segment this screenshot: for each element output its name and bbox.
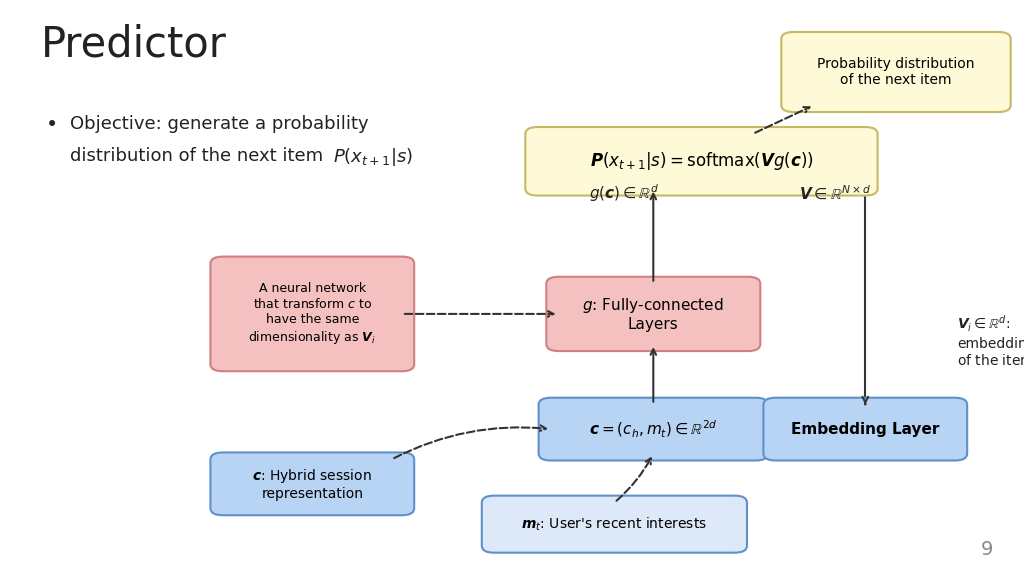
Text: A neural network
that transform $c$ to
have the same
dimensionality as $\boldsym: A neural network that transform $c$ to h… xyxy=(249,282,376,346)
FancyBboxPatch shape xyxy=(539,398,768,461)
Text: $g(\boldsymbol{c}) \in \mathbb{R}^d$: $g(\boldsymbol{c}) \in \mathbb{R}^d$ xyxy=(589,182,658,204)
Text: $\boldsymbol{V}_i \in \mathbb{R}^d$:: $\boldsymbol{V}_i \in \mathbb{R}^d$: xyxy=(957,314,1011,334)
Text: Predictor: Predictor xyxy=(41,23,227,65)
Text: Probability distribution
of the next item: Probability distribution of the next ite… xyxy=(817,57,975,87)
Text: Embedding Layer: Embedding Layer xyxy=(792,422,939,437)
FancyBboxPatch shape xyxy=(211,453,414,515)
Text: Objective: generate a probability: Objective: generate a probability xyxy=(70,115,369,133)
Text: •: • xyxy=(46,115,58,135)
Text: distribution of the next item: distribution of the next item xyxy=(70,147,329,165)
FancyBboxPatch shape xyxy=(211,257,414,371)
Text: $\boldsymbol{m}_t$: User's recent interests: $\boldsymbol{m}_t$: User's recent intere… xyxy=(521,516,708,533)
Text: $\boldsymbol{P}(x_{t+1}|s) = \mathrm{softmax}(\boldsymbol{V}g(\boldsymbol{c}))$: $\boldsymbol{P}(x_{t+1}|s) = \mathrm{sof… xyxy=(590,150,813,172)
FancyBboxPatch shape xyxy=(547,276,760,351)
Text: $g$: Fully-connected
Layers: $g$: Fully-connected Layers xyxy=(583,295,724,332)
Text: $\boldsymbol{V} \in \mathbb{R}^{N\times d}$: $\boldsymbol{V} \in \mathbb{R}^{N\times … xyxy=(799,184,871,202)
Text: 9: 9 xyxy=(981,540,993,559)
FancyBboxPatch shape xyxy=(481,495,748,553)
FancyBboxPatch shape xyxy=(763,398,967,461)
Text: $P(x_{t+1}|s)$: $P(x_{t+1}|s)$ xyxy=(333,146,413,168)
FancyBboxPatch shape xyxy=(781,32,1011,112)
Text: $\boldsymbol{c}$: Hybrid session
representation: $\boldsymbol{c}$: Hybrid session represe… xyxy=(253,467,372,501)
FancyBboxPatch shape xyxy=(525,127,878,196)
Text: $\boldsymbol{c} = (\boldsymbol{c_h}, \boldsymbol{m_t}) \in \mathbb{R}^{2d}$: $\boldsymbol{c} = (\boldsymbol{c_h}, \bo… xyxy=(589,419,718,439)
Text: embedding
of the item $i$: embedding of the item $i$ xyxy=(957,337,1024,369)
